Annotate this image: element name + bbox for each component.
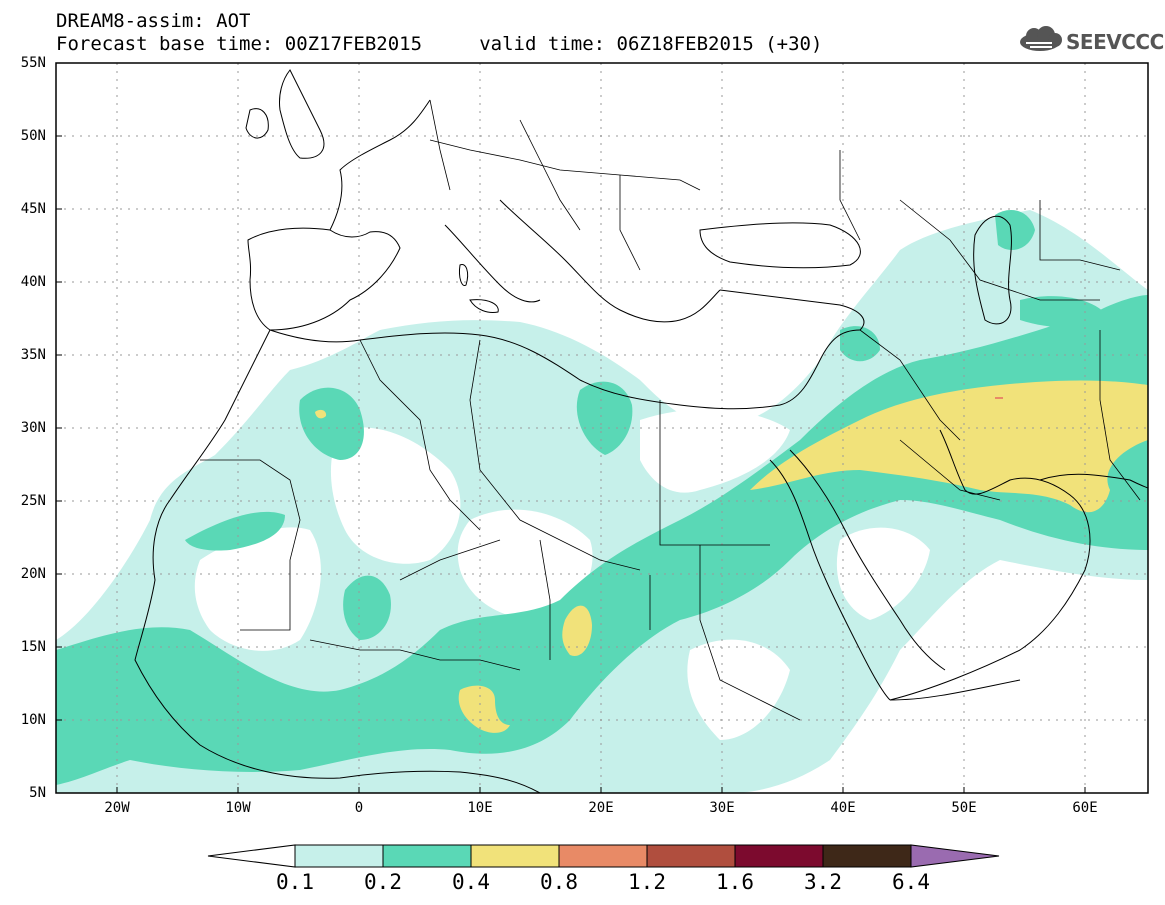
lat-label: 55N (20, 55, 46, 71)
lat-label: 25N (20, 493, 46, 509)
lat-label: 45N (20, 201, 46, 217)
lon-label: 10W (225, 800, 251, 816)
colorbar-label: 0.1 (276, 870, 314, 894)
colorbar-label: 0.4 (452, 870, 490, 894)
lon-label: 30E (709, 800, 735, 816)
lon-label: 0 (354, 800, 364, 816)
lon-label: 20E (588, 800, 614, 816)
aot-contour-0.4 (315, 380, 1148, 733)
lat-label: 10N (20, 712, 46, 728)
colorbar-label: 0.8 (540, 870, 578, 894)
lat-label: 40N (20, 274, 46, 290)
lat-label: 35N (20, 347, 46, 363)
lat-label: 15N (20, 639, 46, 655)
map-title: DREAM8-assim: AOT (56, 10, 251, 32)
coastlines (134, 69, 1148, 793)
borders (200, 99, 1141, 721)
colorbar-label: 3.2 (804, 870, 842, 894)
colorbar-label: 0.2 (364, 870, 402, 894)
lon-label: 10E (467, 800, 493, 816)
lat-label: 50N (20, 128, 46, 144)
lon-label: 50E (951, 800, 977, 816)
lat-label: 20N (20, 566, 46, 582)
cloud-icon (1020, 26, 1062, 51)
seevccc-logo-text: SEEVCCC (1066, 30, 1164, 54)
colorbar-label: 1.2 (628, 870, 666, 894)
lon-label: 20W (104, 800, 130, 816)
lon-label: 40E (830, 800, 856, 816)
lon-label: 60E (1072, 800, 1098, 816)
colorbar-label: 1.6 (716, 870, 754, 894)
forecast-time-line: Forecast base time: 00Z17FEB2015 valid t… (56, 33, 823, 55)
lat-label: 30N (20, 420, 46, 436)
graticule (56, 63, 1148, 793)
lat-label: 5N (29, 785, 46, 801)
colorbar-label: 6.4 (892, 870, 930, 894)
